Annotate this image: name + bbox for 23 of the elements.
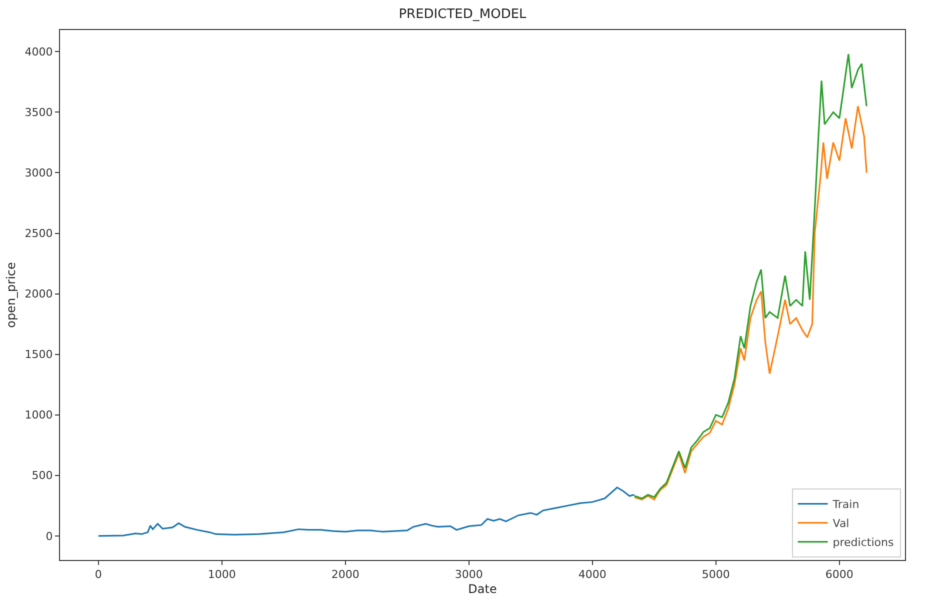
- y-tick-label: 4000: [24, 46, 53, 59]
- x-axis-title: Date: [468, 582, 497, 596]
- y-tick-label: 1500: [24, 348, 53, 362]
- x-tick-label: 3000: [454, 568, 483, 582]
- legend-label: Val: [832, 517, 850, 530]
- chart-title: PREDICTED_MODEL: [398, 7, 528, 22]
- y-tick-label: 2000: [24, 288, 53, 301]
- y-tick-label: 500: [32, 469, 53, 482]
- y-tick-label: 1000: [24, 408, 53, 422]
- x-tick-label: 4000: [578, 568, 606, 582]
- legend-label: Train: [832, 498, 860, 512]
- y-tick-label: 3500: [24, 106, 53, 120]
- y-axis-title: open_price: [4, 262, 18, 328]
- y-tick-label: 2500: [24, 227, 53, 240]
- x-tick-label: 2000: [331, 568, 360, 582]
- x-tick-label: 5000: [702, 568, 730, 582]
- y-tick-label: 0: [46, 530, 53, 543]
- legend-label: predictions: [832, 536, 894, 550]
- x-tick-label: 1000: [208, 568, 236, 582]
- x-tick-label: 0: [94, 568, 102, 582]
- y-tick-label: 3000: [24, 166, 53, 180]
- line-series: [98, 486, 636, 537]
- x-tick-label: 6000: [825, 568, 854, 582]
